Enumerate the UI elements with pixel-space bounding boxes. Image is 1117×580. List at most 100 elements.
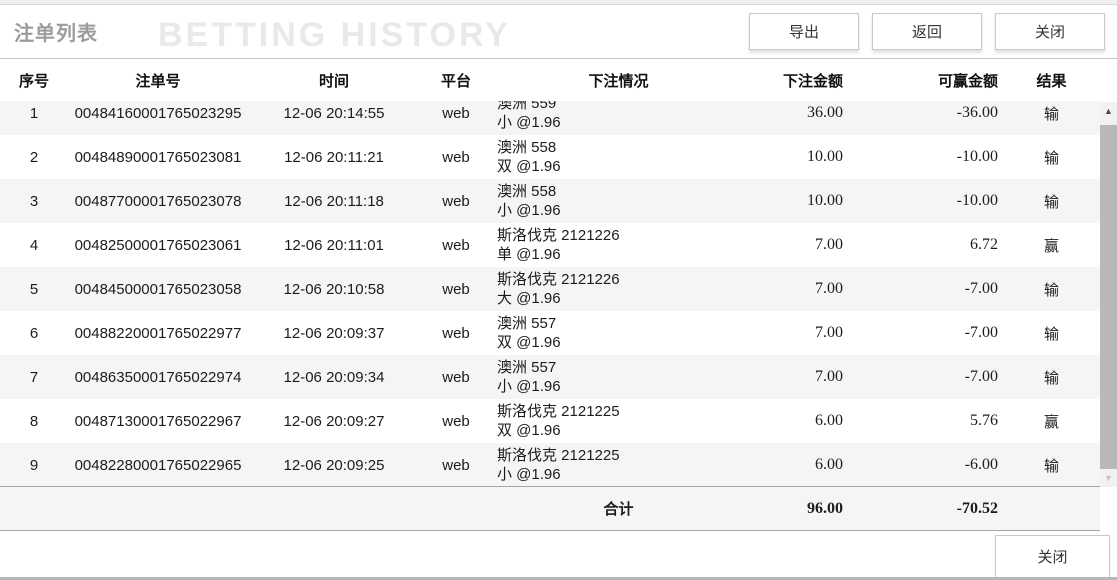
cell-result: 输 xyxy=(1043,325,1059,343)
cell-amount: 7.00 xyxy=(815,368,843,385)
close-button[interactable]: 关闭 xyxy=(995,13,1105,50)
cell-amount: 7.00 xyxy=(815,236,843,253)
summary-label: 合计 xyxy=(603,501,634,518)
table-row: 3 00487700001765023078 12-06 20:11:18 we… xyxy=(0,179,1100,223)
cell-time: 12-06 20:09:27 xyxy=(283,412,385,430)
cell-result: 输 xyxy=(1043,369,1059,387)
cell-amount: 10.00 xyxy=(807,192,843,209)
cell-platform: web xyxy=(442,456,470,474)
bottom-close-button[interactable]: 关闭 xyxy=(995,534,1110,577)
scroll-down-icon[interactable]: ▼ xyxy=(1100,469,1117,487)
cell-index: 2 xyxy=(29,148,39,166)
bet-info-line1: 澳洲 558 xyxy=(497,183,557,200)
cell-winnable: -7.00 xyxy=(964,324,998,341)
cell-bet-info: 澳洲 557 双 @1.96 xyxy=(492,311,745,355)
table-body-viewport: 1 00484160001765023295 12-06 20:14:55 we… xyxy=(0,101,1117,486)
table-row: 2 00484890001765023081 12-06 20:11:21 we… xyxy=(0,135,1100,179)
cell-bet-no: 00484890001765023081 xyxy=(74,148,242,166)
bet-info-line1: 澳洲 557 xyxy=(497,315,557,332)
cell-index: 3 xyxy=(29,192,39,210)
cell-result: 输 xyxy=(1043,193,1059,211)
summary-amount-total: 96.00 xyxy=(807,499,843,517)
table-row: 7 00486350001765022974 12-06 20:09:34 we… xyxy=(0,355,1100,399)
cell-platform: web xyxy=(442,280,470,298)
cell-platform: web xyxy=(442,236,470,254)
bet-info-line2: 小 @1.96 xyxy=(497,378,561,395)
cell-bet-no: 00484160001765023295 xyxy=(74,104,242,122)
bet-info-line2: 双 @1.96 xyxy=(497,334,561,351)
watermark-text: BETTING HISTORY xyxy=(158,16,511,54)
cell-bet-info: 斯洛伐克 2121225 双 @1.96 xyxy=(492,399,745,443)
cell-time: 12-06 20:09:25 xyxy=(283,456,385,474)
cell-bet-no: 00482280001765022965 xyxy=(74,456,242,474)
cell-index: 7 xyxy=(29,368,39,386)
bet-info-line2: 小 @1.96 xyxy=(497,202,561,219)
col-header-bet-info: 下注情况 xyxy=(492,59,745,101)
summary-winnable-total: -70.52 xyxy=(956,499,998,517)
cell-amount: 6.00 xyxy=(815,456,843,473)
cell-amount: 6.00 xyxy=(815,412,843,429)
cell-index: 1 xyxy=(29,104,39,122)
cell-index: 5 xyxy=(29,280,39,298)
cell-bet-info: 澳洲 558 双 @1.96 xyxy=(492,135,745,179)
col-header-winnable: 可赢金额 xyxy=(848,59,1003,101)
bet-info-line1: 澳洲 558 xyxy=(497,139,557,156)
cell-bet-no: 00484500001765023058 xyxy=(74,280,242,298)
table-row: 4 00482500001765023061 12-06 20:11:01 we… xyxy=(0,223,1100,267)
cell-bet-info: 澳洲 558 小 @1.96 xyxy=(492,179,745,223)
cell-bet-info: 斯洛伐克 2121226 单 @1.96 xyxy=(492,223,745,267)
cell-time: 12-06 20:14:55 xyxy=(283,104,385,122)
cell-time: 12-06 20:11:18 xyxy=(284,192,384,210)
cell-bet-info: 澳洲 559 小 @1.96 xyxy=(492,101,745,135)
bet-info-line1: 澳洲 557 xyxy=(497,359,557,376)
cell-winnable: -10.00 xyxy=(956,148,998,165)
cell-index: 4 xyxy=(29,236,39,254)
table-row: 6 00488220001765022977 12-06 20:09:37 we… xyxy=(0,311,1100,355)
col-header-time: 时间 xyxy=(248,59,420,101)
cell-platform: web xyxy=(442,324,470,342)
bet-info-line1: 斯洛伐克 2121226 xyxy=(497,271,620,288)
cell-index: 9 xyxy=(29,456,39,474)
cell-result: 输 xyxy=(1043,457,1059,475)
bet-info-line2: 单 @1.96 xyxy=(497,246,561,263)
vertical-scrollbar[interactable]: ▲ ▼ xyxy=(1100,102,1117,487)
cell-platform: web xyxy=(442,104,470,122)
cell-winnable: 5.76 xyxy=(970,412,998,429)
bet-info-line2: 双 @1.96 xyxy=(497,422,561,439)
back-button[interactable]: 返回 xyxy=(872,13,982,50)
cell-result: 赢 xyxy=(1043,237,1059,255)
col-header-result: 结果 xyxy=(1003,59,1100,101)
bet-info-line2: 小 @1.96 xyxy=(497,114,561,131)
scroll-up-icon[interactable]: ▲ xyxy=(1100,102,1117,120)
titlebar: BETTING HISTORY 注单列表 导出 返回 关闭 xyxy=(0,5,1117,59)
cell-platform: web xyxy=(442,412,470,430)
bet-info-line2: 双 @1.96 xyxy=(497,158,561,175)
table-header: 序号 注单号 时间 平台 下注情况 下注金额 可赢金额 结果 xyxy=(0,59,1100,101)
titlebar-buttons: 导出 返回 关闭 xyxy=(749,13,1117,50)
export-button[interactable]: 导出 xyxy=(749,13,859,50)
bet-info-line1: 斯洛伐克 2121226 xyxy=(497,227,620,244)
bet-info-line1: 斯洛伐克 2121225 xyxy=(497,403,620,420)
cell-amount: 7.00 xyxy=(815,280,843,297)
col-header-amount: 下注金额 xyxy=(745,59,848,101)
col-header-platform: 平台 xyxy=(420,59,492,101)
cell-winnable: -7.00 xyxy=(964,280,998,297)
cell-result: 输 xyxy=(1043,281,1059,299)
cell-bet-no: 00482500001765023061 xyxy=(74,236,242,254)
scrollbar-thumb[interactable] xyxy=(1100,125,1117,470)
cell-amount: 10.00 xyxy=(807,148,843,165)
cell-platform: web xyxy=(442,368,470,386)
page-title: 注单列表 xyxy=(14,23,98,45)
bet-info-line2: 小 @1.96 xyxy=(497,466,561,483)
cell-winnable: -7.00 xyxy=(964,368,998,385)
bottom-bar: 关闭 xyxy=(0,531,1117,577)
cell-winnable: -6.00 xyxy=(964,456,998,473)
bet-info-line1: 澳洲 559 xyxy=(497,101,557,112)
table-row: 9 00482280001765022965 12-06 20:09:25 we… xyxy=(0,443,1100,486)
cell-time: 12-06 20:10:58 xyxy=(283,280,385,298)
cell-bet-no: 00488220001765022977 xyxy=(74,324,242,342)
cell-bet-info: 澳洲 557 小 @1.96 xyxy=(492,355,745,399)
cell-time: 12-06 20:09:37 xyxy=(283,324,385,342)
cell-time: 12-06 20:09:34 xyxy=(283,368,385,386)
